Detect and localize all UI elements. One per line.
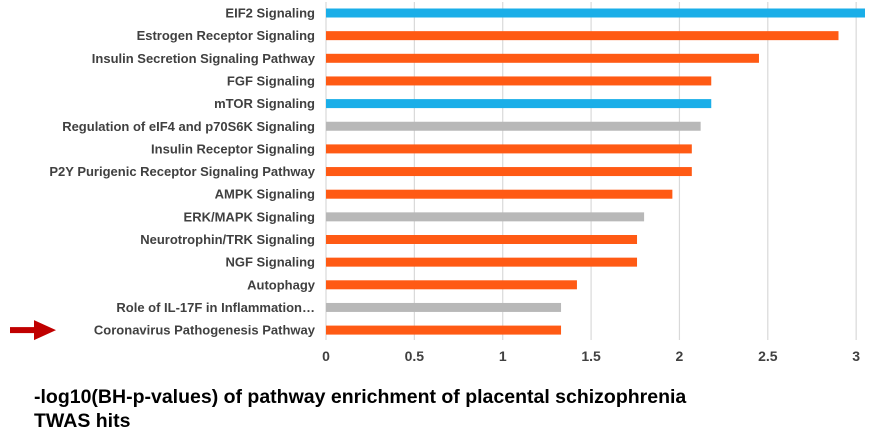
category-label: ERK/MAPK Signaling [184,209,316,224]
x-tick-label: 2 [676,348,684,364]
category-label: Insulin Secretion Signaling Pathway [92,51,316,66]
pathway-bar-chart: EIF2 Signaling Estrogen Receptor Signalin… [10,2,865,364]
bar [326,167,692,177]
category-labels: EIF2 Signaling Estrogen Receptor Signalin… [49,6,315,338]
bar [326,121,701,131]
bar [326,280,577,290]
caption-line-2: TWAS hits [34,410,131,432]
category-label: Insulin Receptor Signaling [151,141,315,156]
bar [326,99,712,109]
category-label: EIF2 Signaling [225,6,315,21]
caption-line-1: -log10(BH-p-values) of pathway enrichmen… [34,386,687,408]
bar [326,302,562,312]
x-tick-label: 1.5 [581,348,601,364]
category-label: Autophagy [247,277,316,292]
category-label: Regulation of eIF4 and p70S6K Signaling [62,119,315,134]
x-tick-label: 0 [322,348,330,364]
bar [326,8,865,18]
x-axis-tick-labels: 0 0.5 1 1.5 2 2.5 3 [322,348,860,364]
category-label: Coronavirus Pathogenesis Pathway [94,323,316,338]
figure-caption: -log10(BH-p-values) of pathway enrichmen… [34,385,854,433]
category-label: Estrogen Receptor Signaling [137,28,315,43]
arrow-shaft [10,327,36,334]
highlight-arrow [10,320,56,341]
x-tick-label: 1 [499,348,507,364]
category-label: mTOR Signaling [214,96,315,111]
category-label: NGF Signaling [225,255,315,270]
bar [326,53,759,63]
bars [326,8,865,335]
bar [326,212,645,222]
bar [326,189,673,199]
x-tick-label: 0.5 [405,348,425,364]
bar [326,235,638,244]
category-label: FGF Signaling [227,73,315,88]
bar [326,31,839,41]
category-label: AMPK Signaling [215,187,315,202]
bar [326,76,712,86]
bar [326,325,562,335]
category-label: Neurotrophin/TRK Signaling [140,232,315,247]
bar [326,144,692,154]
category-label: P2Y Purigenic Receptor Signaling Pathway [49,164,315,179]
x-tick-label: 2.5 [758,348,778,364]
arrow-head [34,320,56,341]
bar [326,257,638,267]
x-tick-label: 3 [852,348,860,364]
category-label: Role of IL-17F in Inflammation… [116,300,315,315]
